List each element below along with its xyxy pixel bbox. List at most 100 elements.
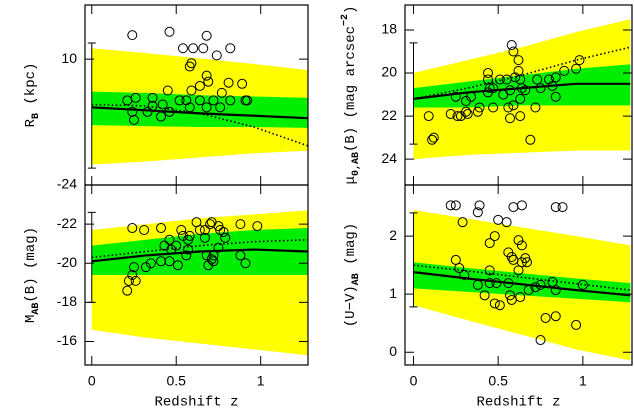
data-point: [164, 256, 175, 267]
data-point: [166, 244, 177, 255]
data-point: [427, 134, 438, 145]
data-point: [156, 111, 167, 122]
data-point: [171, 240, 182, 251]
data-point: [128, 114, 139, 125]
data-point: [547, 80, 558, 91]
y-tick-label: 18: [381, 21, 397, 37]
error-bar: [409, 42, 418, 145]
data-point: [428, 132, 439, 143]
data-point: [523, 285, 534, 296]
data-point: [513, 265, 524, 276]
data-point: [474, 200, 485, 211]
data-point: [506, 40, 517, 51]
data-point: [145, 258, 156, 269]
panel: [409, 200, 631, 361]
data-point: [252, 221, 263, 232]
x-tick-label: 1: [579, 373, 587, 389]
data-point: [225, 95, 236, 106]
data-point: [237, 78, 248, 89]
data-point: [571, 319, 582, 330]
data-point: [130, 92, 141, 103]
error-bar: [87, 42, 96, 169]
data-point: [445, 108, 456, 119]
data-point: [550, 91, 561, 102]
data-point: [184, 61, 195, 72]
data-point: [571, 63, 582, 74]
data-point: [530, 282, 541, 293]
data-point: [211, 50, 222, 61]
data-point: [505, 290, 516, 301]
data-point: [484, 278, 495, 289]
y-tick-label: 24: [381, 150, 397, 166]
data-point: [156, 256, 167, 267]
dotted-line: [413, 46, 631, 100]
data-point: [508, 100, 519, 111]
y-tick-label: -18: [57, 293, 77, 309]
data-point: [505, 85, 516, 96]
y-axis-label: RB (kpc): [23, 63, 42, 128]
data-point: [218, 226, 229, 237]
data-point: [194, 225, 205, 235]
data-point: [147, 100, 158, 111]
x-axis-label: Redshift z: [476, 395, 560, 411]
data-point: [515, 111, 526, 122]
data-point: [557, 202, 568, 213]
data-point: [577, 279, 588, 290]
data-point: [550, 311, 561, 322]
data-point: [216, 87, 227, 98]
y-axis-label-part: (B) (mag): [23, 227, 39, 303]
data-point: [174, 95, 185, 106]
data-point: [535, 279, 546, 290]
data-point: [460, 96, 471, 107]
data-point: [472, 106, 483, 117]
data-point: [201, 250, 212, 261]
error-bar: [409, 212, 418, 308]
data-point: [493, 214, 504, 225]
data-point: [574, 55, 585, 66]
data-point: [454, 263, 465, 274]
data-point: [203, 76, 214, 87]
data-point: [164, 26, 175, 37]
panel: [87, 26, 308, 169]
data-point: [445, 200, 456, 211]
data-point: [183, 234, 194, 245]
y-axis-label-part: AB: [351, 273, 362, 285]
data-point: [452, 111, 463, 122]
data-point: [506, 252, 517, 262]
y-axis-label-part: (mag): [343, 223, 359, 273]
data-point: [423, 111, 434, 122]
data-point: [183, 244, 194, 255]
y-axis-label-part: R: [23, 118, 39, 127]
x-tick-label: 0.5: [166, 373, 186, 389]
data-point: [489, 298, 500, 309]
y-axis-label-part: ): [343, 6, 359, 14]
data-point: [494, 74, 505, 85]
data-point: [516, 83, 527, 94]
panel: [409, 19, 631, 160]
x-tick-label: 1: [257, 373, 265, 389]
y-axis-label: MAB(B) (mag): [23, 227, 42, 323]
data-point: [489, 231, 500, 242]
data-point: [516, 240, 527, 251]
x-tick-label: 0: [410, 373, 418, 389]
data-point: [510, 72, 521, 83]
x-tick-label: 0.5: [488, 373, 508, 389]
data-point: [550, 72, 561, 83]
data-point: [501, 217, 512, 228]
data-point: [223, 77, 234, 88]
data-point: [472, 207, 483, 218]
data-point: [550, 202, 561, 213]
data-point: [122, 285, 133, 296]
data-point: [459, 270, 470, 280]
data-point: [503, 278, 514, 289]
y-axis-label-part: (kpc): [23, 63, 39, 113]
data-point: [194, 80, 205, 91]
data-point: [208, 256, 219, 267]
data-point: [235, 250, 246, 261]
data-point: [494, 300, 505, 311]
data-point: [203, 260, 214, 271]
dotted-line: [91, 238, 308, 259]
x-axis-label: Redshift z: [154, 395, 238, 411]
data-point: [508, 202, 519, 213]
